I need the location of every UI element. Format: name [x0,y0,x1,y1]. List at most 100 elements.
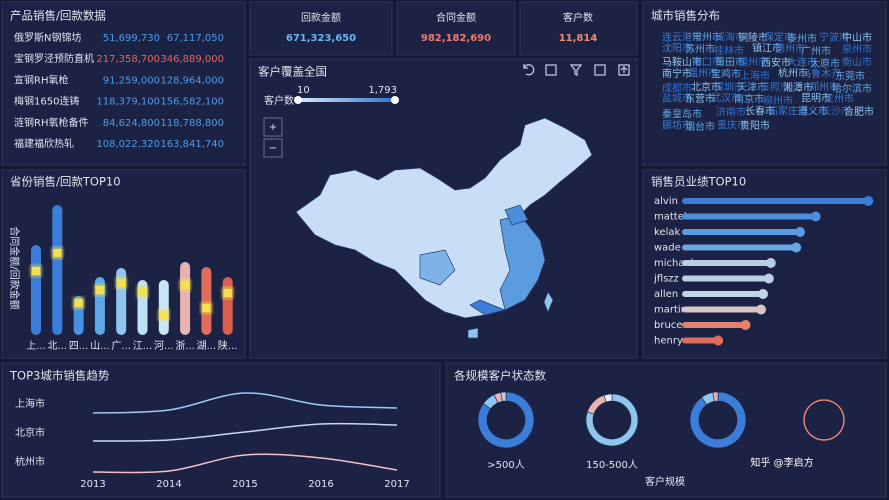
cloud-word: 遵义市 [798,105,828,118]
panel [396,1,516,56]
cloud-word: 泉州市 [842,43,872,56]
slider-handle[interactable] [294,96,302,104]
panel-title: 城市销售分布 [651,9,720,23]
sichuan[interactable] [419,249,456,286]
cloud-word: 天津市 [737,81,767,94]
cloud-word: 南宁市 [662,67,692,80]
cloud-word: 镇江市 [752,42,782,55]
marker [74,299,83,307]
china-map[interactable] [295,117,593,339]
cloud-word: 太原市 [810,57,840,70]
zoom-in-label[interactable]: + [269,122,277,133]
kpi-value: 671,323,650 [286,33,356,44]
y-tick-label: bruce [654,320,682,331]
series-label: 上海市 [15,397,45,410]
x-tick-label: 上... [26,340,46,352]
marker [223,289,232,297]
restore-icon[interactable] [523,64,535,76]
cloud-word: 郑州市 [809,81,839,94]
cloud-word: 合肥市 [844,105,874,118]
marker [138,288,147,296]
cloud-word: 连云港市 [662,31,702,44]
kpi-label: 回款金额 [301,11,341,24]
save-icon[interactable] [618,64,630,76]
cloud-word: 哈尔滨市 [832,82,872,95]
cloud-word: 衡山市 [842,56,872,69]
cloud-word: 宁波市 [819,31,849,44]
marker [95,286,104,294]
cloud-word: 泰州市 [787,32,817,45]
cloud-word: 大连市 [787,56,817,69]
x-tick-label: 2017 [384,479,409,490]
cloud-word: 桂林市 [714,44,744,57]
donut-segment [603,393,613,403]
x-tick-label: 河... [154,340,174,352]
cloud-word: 北京市 [691,81,721,94]
filter-icon[interactable] [569,64,583,76]
marker [53,249,62,257]
data-view-icon[interactable] [594,64,606,76]
zoom-out-label[interactable]: − [269,143,277,154]
marker [159,311,168,319]
kpi-value: 11,814 [559,33,598,44]
kpi-label: 客户数 [563,11,593,24]
donut-segment [802,398,846,442]
taiwan[interactable] [543,291,554,313]
cloud-word: 西安市 [761,56,791,69]
visual-map-bar [298,98,395,102]
bar-end [763,273,774,284]
panel [1,1,246,166]
cloud-word: 宝鸡市 [711,68,741,81]
y-tick-label: henry [654,336,683,347]
shandong[interactable] [504,204,529,226]
x-tick-label: 2013 [80,479,105,490]
cell-contract: 156,582,100 [160,97,224,108]
bar-end [810,211,821,222]
marker [181,281,190,289]
zoom-icon[interactable] [545,64,557,76]
series-label: 北京市 [15,426,45,439]
zoom-out-button[interactable] [263,138,283,158]
series-label: 杭州市 [15,455,45,468]
legend-label: 客户数 [264,94,294,107]
cloud-word: 杭州市 [778,67,808,80]
cloud-word: 中山市 [842,31,872,44]
y-tick-label: wade [654,243,681,254]
cloud-word: 深圳市 [714,81,744,94]
chart-title: 省份销售/回款TOP10 [10,175,121,189]
x-tick-label: 2014 [156,479,181,490]
cloud-word: 武汉市 [711,92,741,105]
y-tick-label: martin [654,305,687,316]
cloud-word: 石家庄市 [768,105,808,118]
bar [52,205,63,335]
cell-contract: 163,841,740 [160,139,224,150]
east-coast[interactable] [499,214,546,311]
bar [222,277,233,335]
x-tick-label: 山... [90,340,110,352]
y-tick-label: mattel [654,212,687,223]
bar [180,262,191,335]
chart-title: 各规模客户状态数 [454,369,546,383]
x-tick-label: 2015 [232,479,257,490]
slider-handle[interactable] [391,96,399,104]
cell-contract: 67,117,050 [167,33,224,44]
bar-end [758,289,768,299]
y-tick-label: michael [654,258,693,269]
hainan[interactable] [467,327,479,339]
donut-segment [477,391,535,449]
guangdong[interactable] [469,299,507,316]
y-tick-label: allen [654,289,678,300]
x-tick-label: 浙... [175,340,195,352]
bar-end [765,258,776,268]
cloud-word: 湘潭市 [783,81,813,94]
cloud-word: 常州市 [692,31,722,44]
zoom-in-button[interactable] [263,117,283,137]
map-toolbar[interactable] [523,64,630,76]
cloud-word: 成都市 [662,82,692,95]
cloud-word: 乌鲁木齐 [801,67,841,80]
cloud-word: 沈阳市 [662,42,692,55]
bar [201,267,212,335]
cloud-word: 温州市 [688,67,718,80]
cloud-word: 济南市 [716,106,746,119]
